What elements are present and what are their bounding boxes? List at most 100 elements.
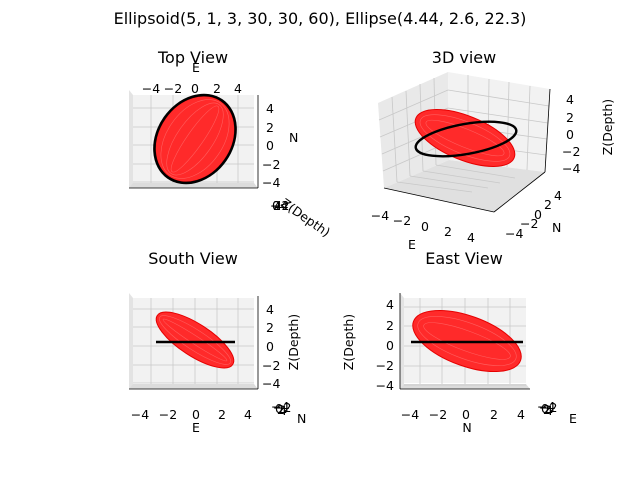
z-ticks: 4 2 0 −2 −4 (262, 302, 280, 391)
x-tick-label: 2 (213, 81, 221, 96)
z-tick-label: −4 (376, 378, 394, 393)
x-tick-label: −2 (159, 407, 177, 422)
x-axis-label: E (192, 60, 200, 75)
x-tick-label: −2 (429, 407, 447, 422)
grid-line (391, 96, 398, 183)
y-tick-label: −4 (505, 226, 523, 241)
x-tick-label: 0 (462, 407, 470, 422)
x-tick-label: 4 (467, 230, 475, 245)
z-tick-label: 4 (386, 297, 394, 312)
z-axis-label: Z(Depth) (278, 195, 333, 240)
z-ticks: 4 2 0 −2 −4 (376, 297, 394, 393)
z-tick-label: −4 (270, 198, 288, 213)
pane-floor (129, 183, 258, 188)
ellipsoid-surface (414, 109, 516, 167)
mesh-line (170, 105, 220, 173)
y-axis-label: N (552, 220, 561, 235)
grid-line (526, 85, 531, 171)
y-ticks-collapsed: −4 −2 0 2 4 (271, 399, 291, 418)
x-tick-label: 0 (191, 81, 199, 96)
y-axis-label: N (297, 411, 306, 426)
grid-line (409, 175, 489, 189)
z-tick-label: 0 (272, 198, 280, 213)
x-tick-label: −4 (142, 81, 160, 96)
x-axis-label: E (408, 237, 416, 252)
y-tick-label: −2 (520, 216, 538, 231)
z-tick-label: 4 (266, 302, 274, 317)
panel-top-view: Top View (129, 48, 333, 240)
pane-side (129, 293, 133, 389)
y-tick-label: −2 (273, 400, 291, 415)
x-tick-label: 2 (490, 407, 498, 422)
pane-side (400, 293, 404, 389)
y-tick-label: 2 (543, 402, 551, 417)
panel-east-view: East View −4 (341, 249, 577, 435)
z-tick-label: 4 (274, 198, 282, 213)
y-tick-label: 0 (541, 401, 549, 416)
y-tick-label: 4 (279, 403, 287, 418)
y-ticks-collapsed: −4 −2 0 2 4 (537, 399, 557, 418)
ellipsoid-body (414, 109, 516, 167)
ellipse-outline (414, 120, 518, 158)
y-tick-label: 2 (277, 402, 285, 417)
x-tick-label: 0 (192, 407, 200, 422)
figure-title: Ellipsoid(5, 1, 3, 30, 30, 60), Ellipse(… (114, 9, 527, 28)
z-tick-label: −2 (376, 358, 394, 373)
y-tick-label: 4 (266, 101, 274, 116)
axis-line (383, 187, 495, 213)
mesh-line (162, 318, 228, 362)
x-tick-label: 4 (234, 81, 242, 96)
panel-title: East View (425, 249, 503, 268)
mesh-line (160, 99, 230, 179)
pane-floor (384, 160, 545, 212)
mesh-line (417, 316, 517, 366)
panel-3d-view: 3D view (371, 48, 615, 252)
z-tick-label: 0 (386, 338, 394, 353)
z-tick-label: −4 (562, 161, 580, 176)
y-tick-label: 2 (266, 120, 274, 135)
y-tick-label: −4 (271, 399, 289, 414)
x-ticks: −4 −2 0 2 4 (142, 81, 242, 96)
x-axis-label: E (192, 420, 200, 435)
z-tick-label: 2 (566, 110, 574, 125)
x-tick-label: −2 (393, 213, 411, 228)
x-tick-label: −2 (164, 81, 182, 96)
y-tick-label: −4 (537, 399, 555, 414)
x-axis-label: N (462, 420, 471, 435)
panel-title: Top View (157, 48, 228, 67)
axis-line (544, 88, 551, 173)
y-tick-label: 0 (266, 138, 274, 153)
y-tick-label: 0 (534, 207, 542, 222)
z-tick-label: 2 (273, 198, 281, 213)
z-ticks-collapsed: −4 −2 0 2 4 (270, 198, 289, 213)
grid-line (447, 107, 549, 124)
x-ticks: −4 −2 0 2 4 (401, 407, 525, 422)
y-tick-label: 0 (275, 401, 283, 416)
panel-title: 3D view (432, 48, 496, 67)
pane-side (129, 90, 133, 188)
x-tick-label: 2 (444, 224, 452, 239)
z-tick-label: 2 (266, 320, 274, 335)
y-ticks: 4 2 0 −2 −4 (262, 101, 280, 190)
y-ticks: 4 2 0 −2 −4 (505, 188, 562, 241)
pane-floor (129, 384, 258, 389)
z-ticks: 4 2 0 −2 −4 (562, 92, 580, 176)
y-tick-label: −4 (262, 175, 280, 190)
x-ticks: −4 −2 0 2 4 (371, 208, 475, 245)
z-tick-label: −2 (271, 198, 289, 213)
y-tick-label: 2 (544, 197, 552, 212)
x-ticks: −4 −2 0 2 4 (131, 407, 252, 422)
mesh-line (159, 315, 231, 365)
z-tick-label: −4 (262, 376, 280, 391)
y-axis-label: E (569, 411, 577, 426)
z-tick-label: 4 (566, 92, 574, 107)
grid-line (422, 170, 501, 184)
ellipse-outline (153, 93, 237, 185)
x-tick-label: 2 (218, 407, 226, 422)
y-tick-label: −2 (262, 157, 280, 172)
y-tick-label: 4 (554, 188, 562, 203)
panel-south-view: South View −4 (129, 249, 306, 435)
mesh-line (423, 322, 511, 360)
x-tick-label: −4 (371, 208, 389, 223)
